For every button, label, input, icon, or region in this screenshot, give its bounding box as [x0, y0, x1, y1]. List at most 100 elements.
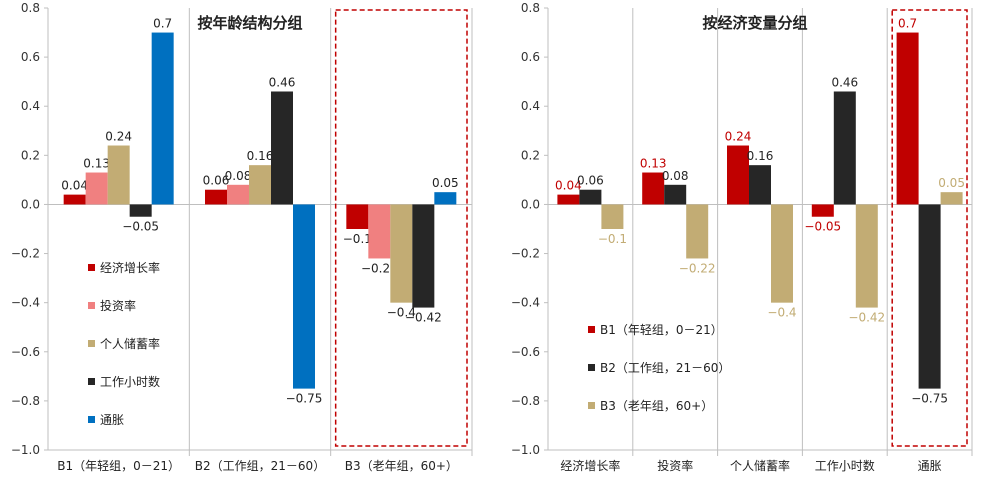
data-label: −0.05 [122, 220, 159, 234]
bar-3 [390, 204, 413, 303]
bar-5 [293, 204, 315, 389]
legend-swatch [88, 378, 95, 385]
data-label: 0.06 [577, 174, 604, 188]
legend-label: 工作小时数 [100, 374, 160, 389]
chart-by-economic-variable: 0.8 0.6 0.4 0.2 0.0 −0.2 −0.4 −0.6 −0.8 −1.0 经济增长率… [511, 1, 973, 473]
data-label: −0.1 [598, 232, 627, 246]
data-label: 0.08 [662, 169, 689, 183]
bar-2 [579, 189, 602, 205]
chart-title: 按经济变量分组 [702, 14, 807, 32]
y-tick-label: 0.8 [521, 1, 540, 15]
y-tick-label: 0.4 [21, 99, 40, 113]
bar-4 [412, 204, 435, 308]
bar-2 [85, 172, 108, 205]
chart-title: 按年龄结构分组 [197, 14, 302, 32]
y-tick-label: 0.4 [521, 99, 540, 113]
data-label: −0.42 [405, 311, 442, 325]
bar-1 [63, 194, 86, 205]
bar-2 [749, 165, 771, 205]
bar-3 [107, 145, 130, 205]
x-category-label: B1（年轻组，0－21） [57, 459, 180, 473]
bar-4 [129, 204, 152, 217]
y-tick-label: 0.6 [521, 50, 540, 64]
data-label: 0.24 [725, 130, 752, 144]
data-label: −0.4 [767, 306, 796, 320]
y-tick-label: 0.2 [521, 148, 540, 162]
bar-3 [940, 192, 963, 205]
data-label: 0.13 [83, 157, 110, 171]
y-tick-label: 0.0 [21, 197, 40, 211]
legend-swatch [588, 326, 595, 333]
data-label: −0.42 [848, 311, 885, 325]
y-tick-label: −0.6 [511, 345, 540, 359]
bar-4 [271, 91, 293, 205]
y-tick-label: −1.0 [511, 443, 540, 457]
legend-label: B3（老年组，60+） [600, 399, 713, 413]
bar-3 [601, 204, 624, 229]
legend-label: B1（年轻组，0－21） [600, 323, 723, 337]
bar-5 [434, 192, 457, 205]
y-tick-label: −0.6 [11, 345, 40, 359]
data-label: −0.22 [361, 261, 398, 275]
data-label: −0.05 [804, 220, 841, 234]
data-label: 0.13 [640, 157, 667, 171]
bar-1 [557, 194, 580, 205]
legend-label: 经济增长率 [100, 260, 160, 275]
data-label: 0.46 [831, 75, 858, 89]
data-label: 0.05 [938, 176, 965, 190]
bar-1 [811, 204, 834, 217]
bar-2 [918, 204, 941, 389]
data-label: 0.06 [203, 174, 230, 188]
x-category-label: 个人储蓄率 [730, 458, 790, 473]
legend-swatch [588, 364, 595, 371]
bar-3 [686, 204, 709, 259]
bar-1 [896, 32, 919, 205]
data-label: −0.1 [343, 232, 372, 246]
x-category-label: B3（老年组，60+） [345, 459, 458, 473]
data-label: 0.04 [555, 179, 582, 193]
data-label: −0.75 [911, 392, 948, 406]
y-tick-label: −0.8 [511, 394, 540, 408]
bar-3 [771, 204, 793, 303]
highlight-box [334, 9, 468, 447]
y-tick-label: 0.8 [21, 1, 40, 15]
bar-1 [727, 145, 749, 205]
legend-swatch [588, 402, 595, 409]
bar-2 [227, 184, 249, 205]
legend-label: B2（工作组，21－60） [600, 361, 730, 375]
legend-swatch [88, 416, 95, 423]
legend-swatch [88, 302, 95, 309]
legend-label: 个人储蓄率 [100, 336, 160, 351]
data-label: 0.16 [747, 149, 774, 163]
x-category-label: 通胀 [918, 459, 942, 473]
y-tick-label: 0.2 [21, 148, 40, 162]
legend-swatch [88, 264, 95, 271]
x-category-label: 工作小时数 [815, 458, 875, 473]
bar-3 [855, 204, 878, 308]
y-tick-label: −0.2 [511, 247, 540, 261]
legend-swatch [88, 340, 95, 347]
data-label: 0.46 [269, 75, 296, 89]
y-tick-label: −0.4 [511, 296, 540, 310]
y-tick-label: −1.0 [11, 443, 40, 457]
bar-5 [151, 32, 174, 205]
y-tick-label: 0.6 [21, 50, 40, 64]
data-label: 0.16 [247, 149, 274, 163]
data-label: 0.24 [105, 130, 132, 144]
data-label: 0.7 [153, 17, 172, 31]
y-tick-label: −0.8 [11, 394, 40, 408]
data-label: 0.04 [61, 179, 88, 193]
chart-by-age-group: 0.8 0.6 0.4 0.2 0.0 −0.2 −0.4 −0.6 −0.8 −1.0 B1（年轻… [11, 1, 473, 473]
bar-2 [664, 184, 687, 205]
legend-label: 投资率 [100, 298, 136, 313]
data-label: −0.75 [286, 392, 323, 406]
bar-1 [346, 204, 369, 229]
bar-2 [368, 204, 391, 259]
bar-2 [833, 91, 856, 205]
data-label: 0.7 [898, 17, 917, 31]
bar-3 [249, 165, 271, 205]
x-category-label: 经济增长率 [560, 458, 620, 473]
y-tick-label: −0.2 [11, 247, 40, 261]
legend-label: 通胀 [100, 413, 124, 427]
